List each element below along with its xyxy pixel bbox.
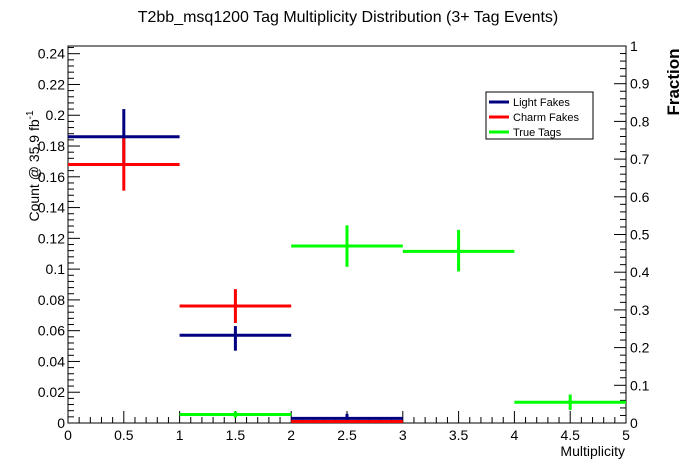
- y-axis-left-title: Count @ 35.9 fb-1: [25, 110, 42, 222]
- series-true-tags: [179, 225, 626, 418]
- y-right-tick-label: 0.8: [630, 113, 650, 129]
- x-tick-label: 0.5: [114, 427, 134, 443]
- y-left-tick-label: 0.02: [38, 384, 65, 400]
- x-axis-title: Multiplicity: [560, 443, 625, 459]
- x-tick-label: 3: [399, 427, 407, 443]
- y-right-tick-label: 0.1: [630, 377, 650, 393]
- chart-title: T2bb_msq1200 Tag Multiplicity Distributi…: [138, 9, 559, 26]
- legend-label-true-tags: True Tags: [513, 127, 562, 139]
- ticks-group: 0 0.5 1 1.5 2 2.5 3 3.5 4 4.5 500.020.040.060.080.…: [38, 38, 650, 443]
- y-left-tick-label: 0.24: [38, 46, 65, 62]
- y-left-tick-label: 0.04: [38, 353, 65, 369]
- y-left-tick-label: 0.16: [38, 169, 65, 185]
- y-right-tick-label: 0.3: [630, 302, 650, 318]
- y-right-tick-label: 0.9: [630, 76, 650, 92]
- x-tick-label: 0: [64, 427, 72, 443]
- y-axis-left-title-main: Count @ 35.9 fb: [26, 119, 42, 221]
- y-left-tick-label: 0.08: [38, 292, 65, 308]
- y-axis-left-title-sup: -1: [25, 110, 36, 119]
- y-left-tick-label: 0.22: [38, 76, 65, 92]
- x-tick-label: 3.5: [449, 427, 469, 443]
- x-tick-label: 2: [287, 427, 295, 443]
- y-left-tick-label: 0.06: [38, 323, 65, 339]
- legend-label-light-fakes: Light Fakes: [513, 97, 570, 109]
- x-tick-label: 5: [622, 427, 630, 443]
- y-left-tick-label: 0.1: [46, 261, 66, 277]
- x-tick-label: 1: [176, 427, 184, 443]
- y-left-tick-label: 0.14: [38, 200, 65, 216]
- legend-label-charm-fakes: Charm Fakes: [513, 112, 580, 124]
- y-right-tick-label: 1: [630, 38, 638, 54]
- series-group: [68, 109, 626, 423]
- legend: Light Fakes Charm Fakes True Tags: [485, 91, 594, 140]
- y-right-tick-label: 0.5: [630, 227, 650, 243]
- y-left-tick-label: 0.2: [46, 107, 66, 123]
- y-right-tick-label: 0.4: [630, 264, 650, 280]
- y-left-tick-label: 0.18: [38, 138, 65, 154]
- series-charm-fakes: [68, 138, 403, 423]
- y-left-tick-label: 0: [57, 415, 65, 431]
- x-tick-label: 4.5: [560, 427, 580, 443]
- y-axis-right-title: Fraction: [664, 48, 683, 115]
- y-right-tick-label: 0.6: [630, 189, 650, 205]
- y-right-tick-label: 0.2: [630, 340, 650, 356]
- y-left-tick-label: 0.12: [38, 230, 65, 246]
- y-right-tick-label: 0.7: [630, 151, 650, 167]
- x-tick-label: 1.5: [226, 427, 246, 443]
- x-tick-label: 4: [511, 427, 519, 443]
- x-tick-label: 2.5: [337, 427, 357, 443]
- y-right-tick-label: 0: [630, 415, 638, 431]
